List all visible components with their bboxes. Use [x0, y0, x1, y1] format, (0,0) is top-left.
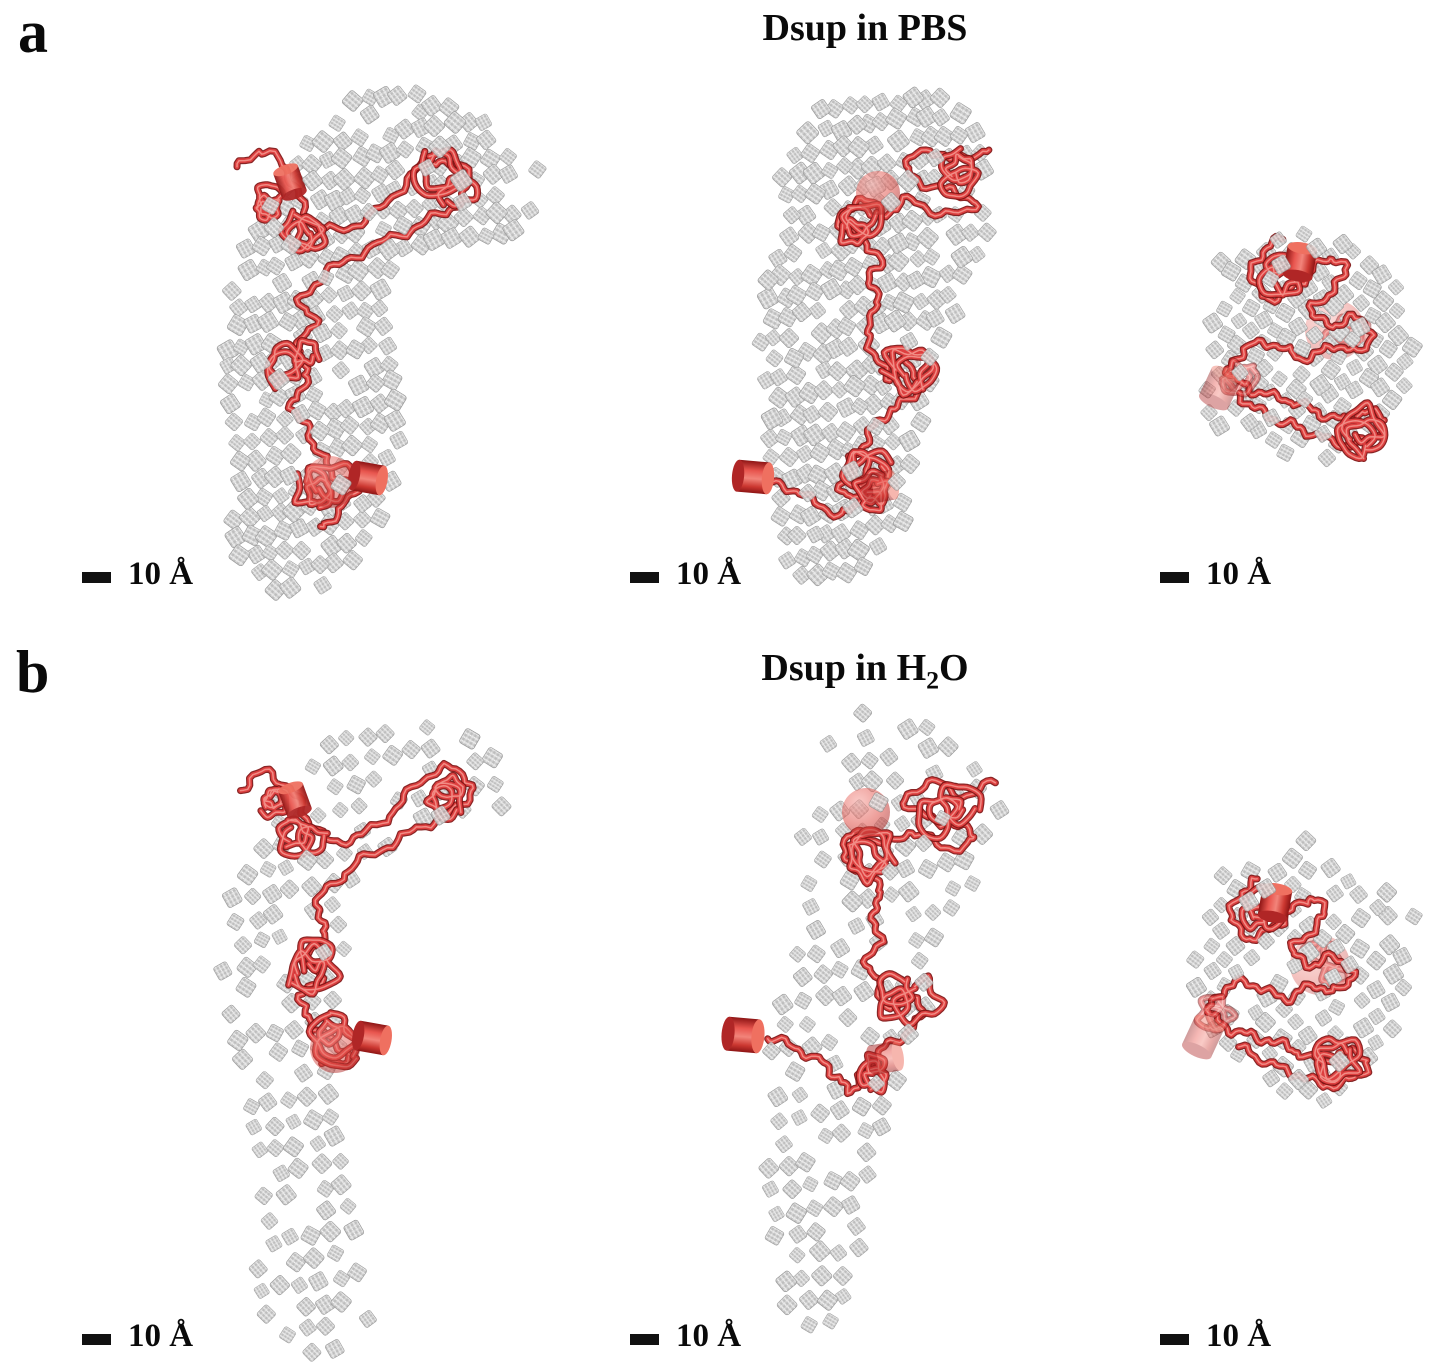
helix-cylinder [866, 1040, 904, 1076]
helix-cylinder [1198, 365, 1242, 411]
panel-label-b: b [16, 639, 50, 705]
structure-b3 [1181, 829, 1424, 1110]
structure-a2 [731, 85, 998, 588]
dsup-coil [937, 145, 982, 200]
panel-label-a: a [18, 0, 48, 65]
scale-bar-label: 10 Å [1206, 1317, 1272, 1354]
structure-b1 [212, 718, 513, 1363]
scale-bar: 10 Å [1160, 1318, 1271, 1354]
dsup-tube [1203, 874, 1373, 1093]
dsup-tube [761, 146, 993, 521]
scale-bar-rect [630, 571, 659, 583]
scale-bar-rect [82, 571, 111, 583]
dsup-sphere [310, 1023, 360, 1073]
helix-cylinder [731, 459, 775, 495]
scale-bar: 10 Å [82, 556, 193, 592]
scale-bar: 10 Å [1160, 556, 1271, 592]
dsup-coil [878, 344, 941, 399]
scale-bar-rect [82, 1333, 111, 1345]
structure-a3 [1197, 225, 1424, 469]
dsup-coil [264, 337, 323, 393]
dsup-coil [285, 936, 344, 998]
structure-b2 [721, 702, 1011, 1335]
scale-bar-label: 10 Å [1206, 555, 1272, 592]
scale-bar-label: 10 Å [676, 555, 742, 592]
title-text: Dsup in PBS [762, 7, 968, 49]
dna-beads [215, 83, 548, 602]
scale-bar-rect [630, 1333, 659, 1345]
scale-bar-label: 10 Å [128, 555, 194, 592]
helix-cylinder [273, 163, 307, 201]
scale-bar: 10 Å [82, 1318, 193, 1354]
helix-cylinder [352, 1020, 392, 1056]
dsup-sphere [842, 788, 890, 836]
scale-bar-rect [1160, 571, 1189, 583]
scale-bar: 10 Å [630, 1318, 741, 1354]
scale-bar: 10 Å [630, 556, 741, 592]
helix-cylinder [278, 781, 312, 819]
structure-a1 [215, 83, 548, 602]
scale-bar-rect [1160, 1333, 1189, 1345]
panel-title-pbs: Dsup in PBS [640, 7, 1090, 50]
dsup-coil [1333, 399, 1389, 462]
helix-cylinder [1282, 242, 1318, 282]
helix-cylinder [1181, 1014, 1225, 1060]
title-text: Dsup in H [761, 647, 927, 689]
scale-bar-label: 10 Å [128, 1317, 194, 1354]
title-subscript: 2 [926, 665, 940, 695]
title-text: O [939, 647, 969, 689]
dsup-coil [915, 781, 985, 843]
panel-title-h2o: Dsup in H2O [640, 647, 1090, 693]
helix-cylinder [721, 1016, 765, 1054]
scale-bar-label: 10 Å [676, 1317, 742, 1354]
